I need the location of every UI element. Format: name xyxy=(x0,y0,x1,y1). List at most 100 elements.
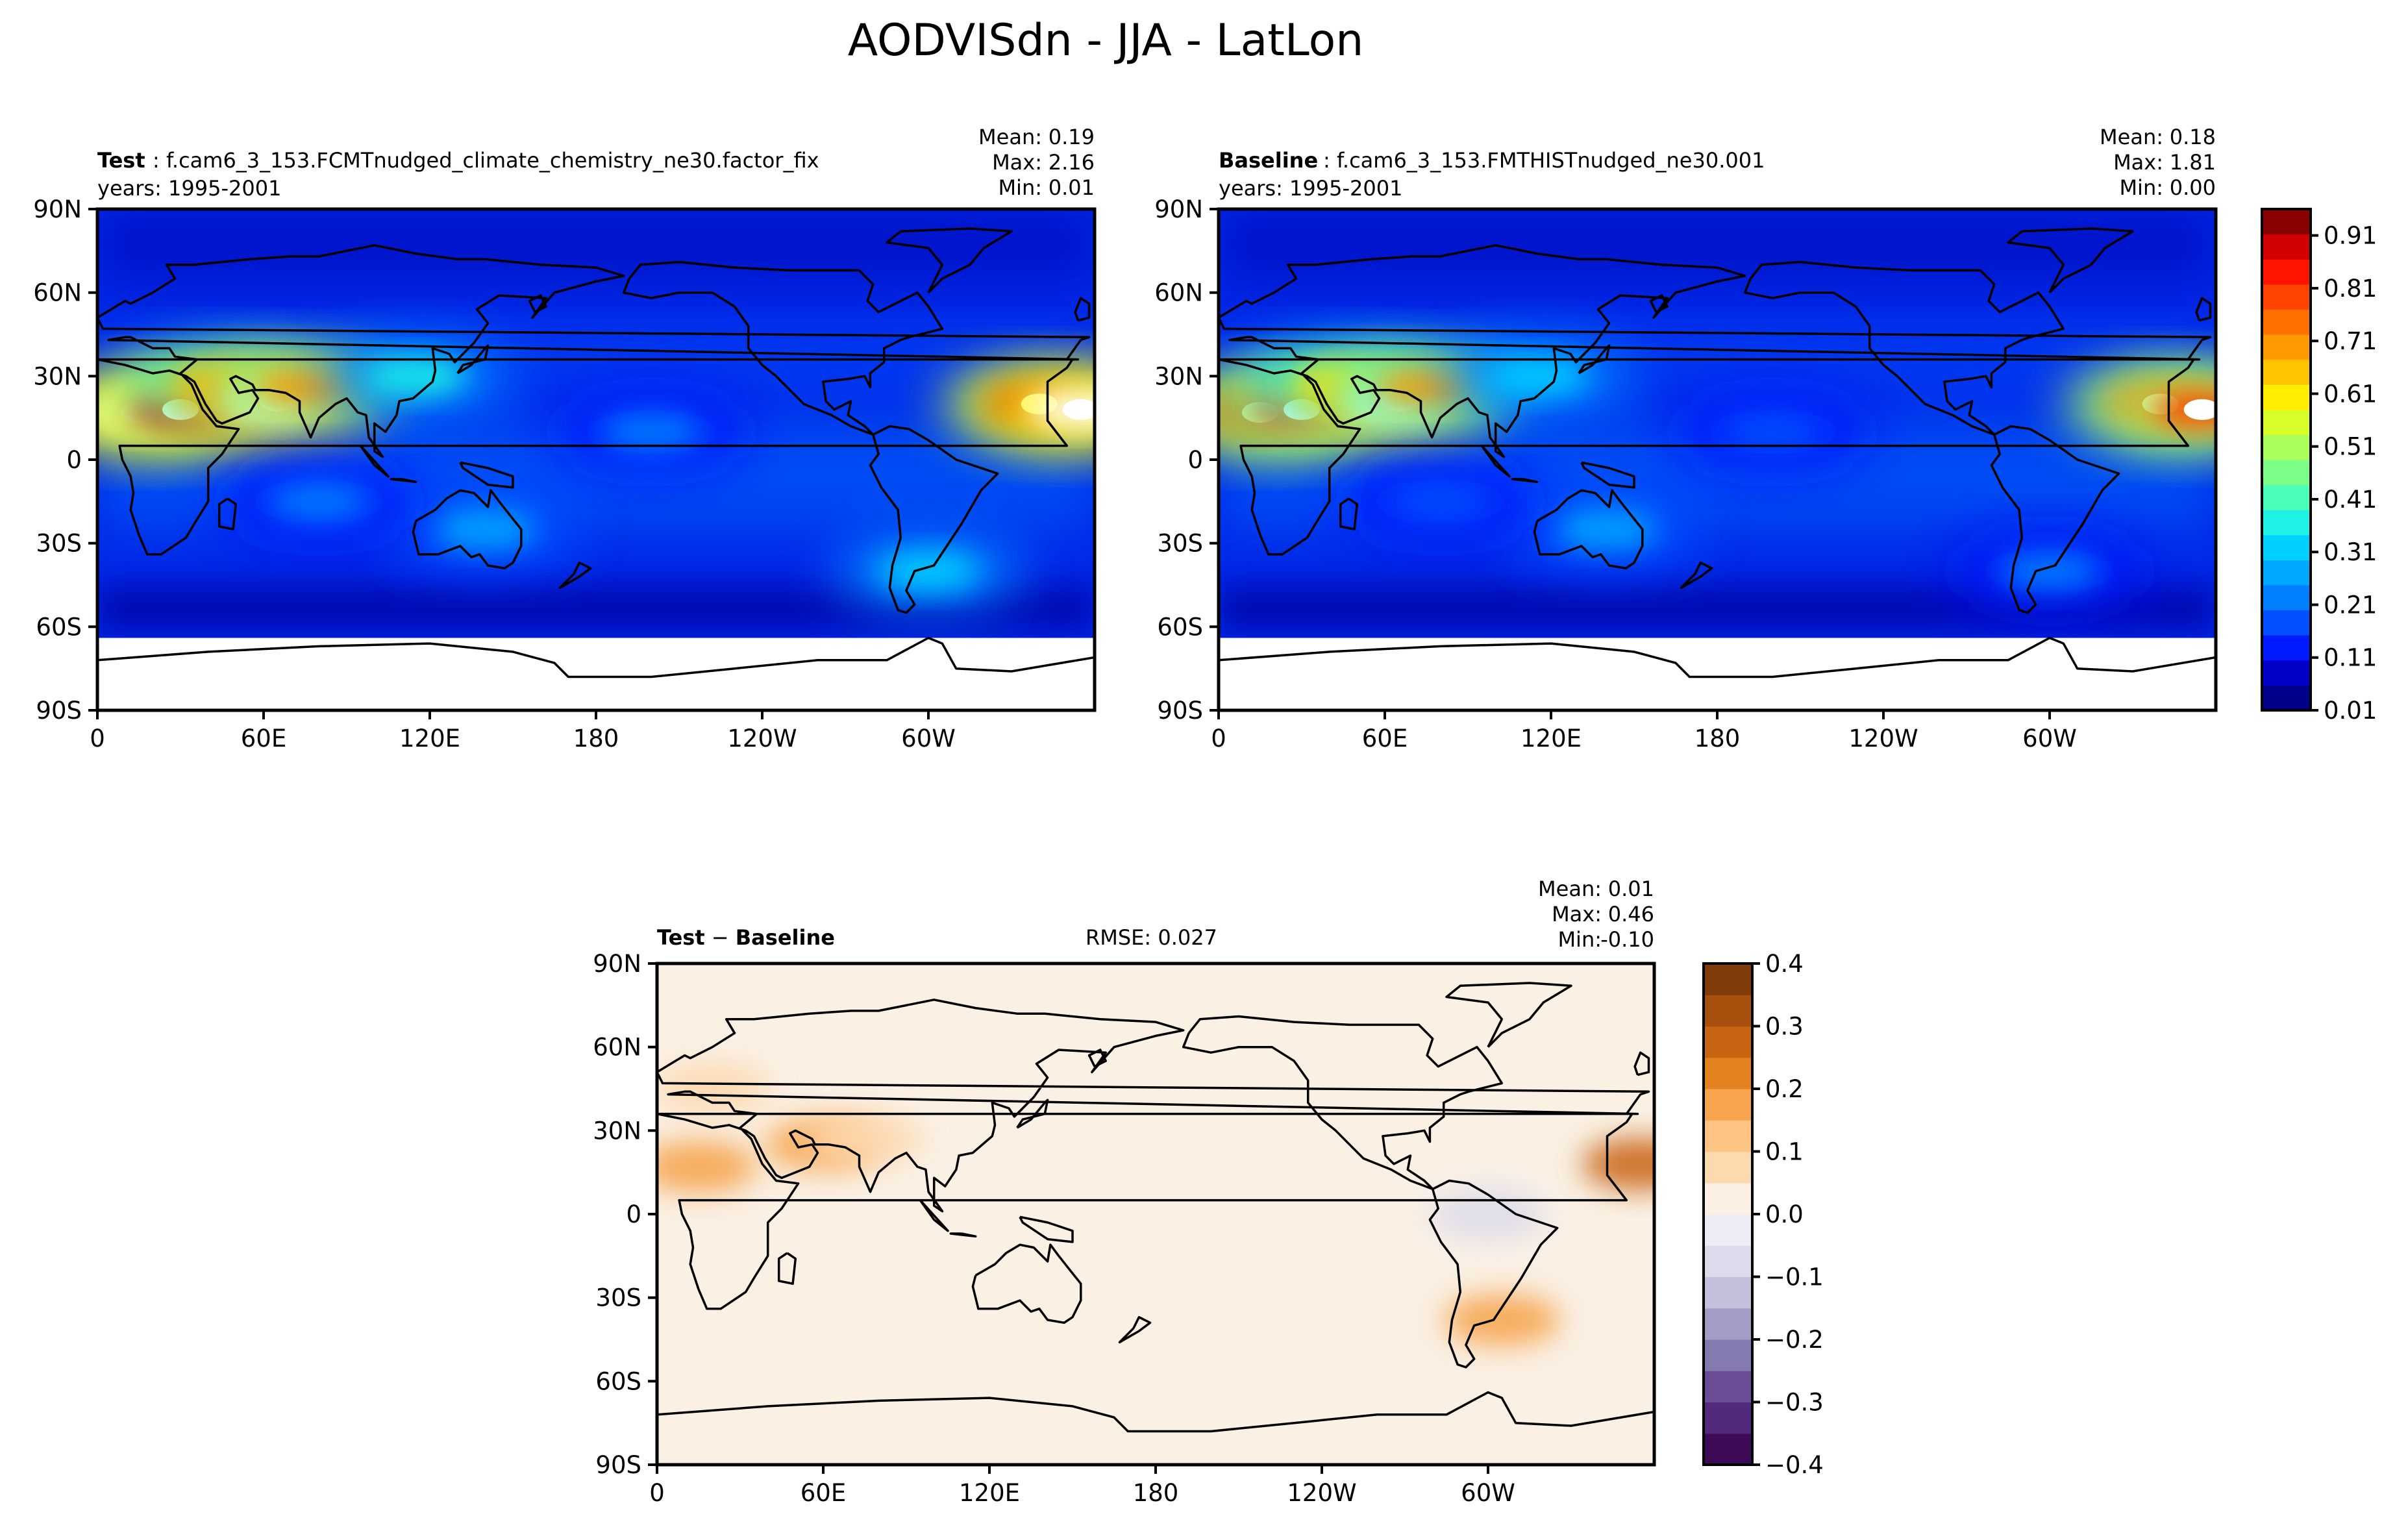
test-coastline xyxy=(456,344,490,375)
diff-coastline xyxy=(919,1199,949,1232)
baseline-coastline xyxy=(1649,294,1669,314)
diff-coastline xyxy=(1118,1315,1152,1344)
diff-x-tick-label: 60W xyxy=(1461,1479,1515,1507)
diff-label-a: Test xyxy=(657,925,705,950)
main-colorbar-segment xyxy=(2262,409,2311,435)
panel-diff: Test − Baseline RMSE: 0.027 Mean: 0.01 M… xyxy=(593,876,1656,1507)
diff-minus: − xyxy=(705,925,736,950)
baseline-y-tick-label: 0 xyxy=(1187,446,1203,474)
baseline-max-label: Max: xyxy=(2113,150,2163,175)
main-colorbar-tick-label: 0.31 xyxy=(2324,538,2377,566)
baseline-coastline xyxy=(1480,445,1511,478)
main-colorbar-tick-label: 0.01 xyxy=(2324,697,2377,725)
test-y-tick-label: 0 xyxy=(66,446,82,474)
diff-y-tick-label: 30S xyxy=(595,1284,641,1312)
main-colorbar-segment xyxy=(2262,510,2311,536)
diff-max-value: 0.46 xyxy=(1608,902,1654,926)
diff-min-label: Min: xyxy=(1558,927,1602,952)
baseline-hotspot-core xyxy=(1998,551,2102,591)
baseline-y-tick-label: 60S xyxy=(1157,613,1203,641)
baseline-label: Baseline xyxy=(1219,148,1318,173)
test-x-tick-label: 0 xyxy=(90,725,105,752)
main-colorbar-segment xyxy=(2262,685,2311,711)
diff-anomaly xyxy=(657,1063,771,1115)
baseline-y-tick-label: 30N xyxy=(1154,362,1203,390)
baseline-case-name: f.cam6_3_153.FMTHISTnudged_ne30.001 xyxy=(1337,148,1765,173)
diff-colorbar-segment xyxy=(1704,1245,1752,1278)
diff-coastline xyxy=(1428,1179,1559,1369)
baseline-coastline xyxy=(1743,260,2065,436)
diff-coastline xyxy=(1016,1099,1049,1129)
baseline-x-tick-label: 0 xyxy=(1211,725,1226,752)
baseline-x-tick-label: 60W xyxy=(2022,725,2077,752)
diff-y-tick-label: 60N xyxy=(593,1034,641,1062)
test-x-tick-label: 120E xyxy=(399,725,460,752)
diff-coastline xyxy=(1019,1215,1074,1243)
diff-label: Test − Baseline xyxy=(657,925,835,950)
test-coastline xyxy=(97,244,1091,556)
test-max-label: Max: xyxy=(992,150,1042,175)
test-case-name: f.cam6_3_153.FCMTnudged_climate_chemistr… xyxy=(166,148,819,173)
main-colorbar-tick-label: 0.41 xyxy=(2324,486,2377,514)
baseline-coastline xyxy=(1339,497,1359,530)
diff-mean-label: Mean: xyxy=(1538,876,1602,901)
diff-colorbar-tick-label: −0.2 xyxy=(1765,1326,1824,1354)
diff-x-tick-label: 120E xyxy=(959,1479,1020,1507)
diff-colorbar-tick-label: −0.3 xyxy=(1765,1389,1824,1417)
test-y-tick-label: 60S xyxy=(36,613,82,641)
main-colorbar-segment xyxy=(2262,660,2311,686)
test-y-tick-label: 90S xyxy=(36,697,82,725)
baseline-x-tick-label: 120W xyxy=(1848,725,1918,752)
baseline-min-label: Min: xyxy=(2119,175,2163,200)
baseline-max-value: 1.81 xyxy=(2170,150,2216,175)
test-hotspot-core xyxy=(599,412,704,452)
main-colorbar-segment xyxy=(2262,284,2311,310)
main-colorbar-segment xyxy=(2262,484,2311,510)
baseline-mean-label: Mean: xyxy=(2100,125,2163,149)
main-colorbar-segment xyxy=(2262,434,2311,460)
main-colorbar-segment xyxy=(2262,534,2311,560)
diff-coastline xyxy=(971,1243,1082,1324)
test-y-tick-label: 90N xyxy=(33,195,82,223)
test-years: years: 1995-2001 xyxy=(97,176,281,201)
baseline-x-tick-label: 120E xyxy=(1521,725,1582,752)
test-y-ticks: 90N 60N 30N 0 30S 60S 90S xyxy=(33,195,97,725)
diff-y-tick-label: 30N xyxy=(593,1117,641,1145)
main-colorbar-tick-label: 0.11 xyxy=(2324,644,2377,672)
test-coastline xyxy=(217,497,238,530)
diff-colorbar-tick-label: −0.4 xyxy=(1765,1451,1824,1479)
diff-coastline xyxy=(1087,1049,1107,1068)
baseline-coastline xyxy=(2195,297,2212,322)
diff-y-tick-label: 0 xyxy=(626,1200,641,1228)
diff-x-tick-label: 120W xyxy=(1287,1479,1356,1507)
diff-y-ticks: 90N 60N 30N 0 30S 60S 90S xyxy=(593,950,657,1479)
baseline-coastline xyxy=(1580,461,1635,489)
baseline-hotspot-core xyxy=(1388,482,1493,521)
test-x-tick-label: 60E xyxy=(241,725,286,752)
diff-colorbar-segment xyxy=(1704,1433,1752,1465)
test-map-layer xyxy=(97,209,1095,710)
baseline-y-tick-label: 30S xyxy=(1157,530,1203,558)
diff-colorbar-tick-label: 0.3 xyxy=(1765,1013,1804,1041)
baseline-y-tick-label: 90S xyxy=(1157,697,1203,725)
diff-anomaly xyxy=(1582,1137,1654,1190)
test-coastline xyxy=(1074,297,1091,322)
baseline-years: years: 1995-2001 xyxy=(1219,176,1402,201)
baseline-coastline xyxy=(2007,227,2134,293)
diff-colorbar-segment xyxy=(1704,1402,1752,1434)
baseline-coastline xyxy=(1533,489,1644,570)
panel-test: Test : f.cam6_3_153.FCMTnudged_climate_c… xyxy=(33,125,1097,752)
test-label: Test xyxy=(97,148,145,173)
main-colorbar-segment xyxy=(2262,259,2311,285)
baseline-coastline xyxy=(1219,244,2212,556)
baseline-coastline xyxy=(1219,636,2216,678)
diff-coastline xyxy=(949,1232,977,1238)
figure-title: AODVISdn - JJA - LatLon xyxy=(848,15,1364,66)
diff-x-tick-label: 0 xyxy=(649,1479,665,1507)
test-y-tick-label: 30S xyxy=(36,530,82,558)
test-hotspot-saturated xyxy=(1062,399,1095,420)
baseline-y-tick-label: 60N xyxy=(1154,279,1203,307)
test-min-value: 0.01 xyxy=(1049,175,1095,200)
diff-min-value: -0.10 xyxy=(1600,927,1654,952)
